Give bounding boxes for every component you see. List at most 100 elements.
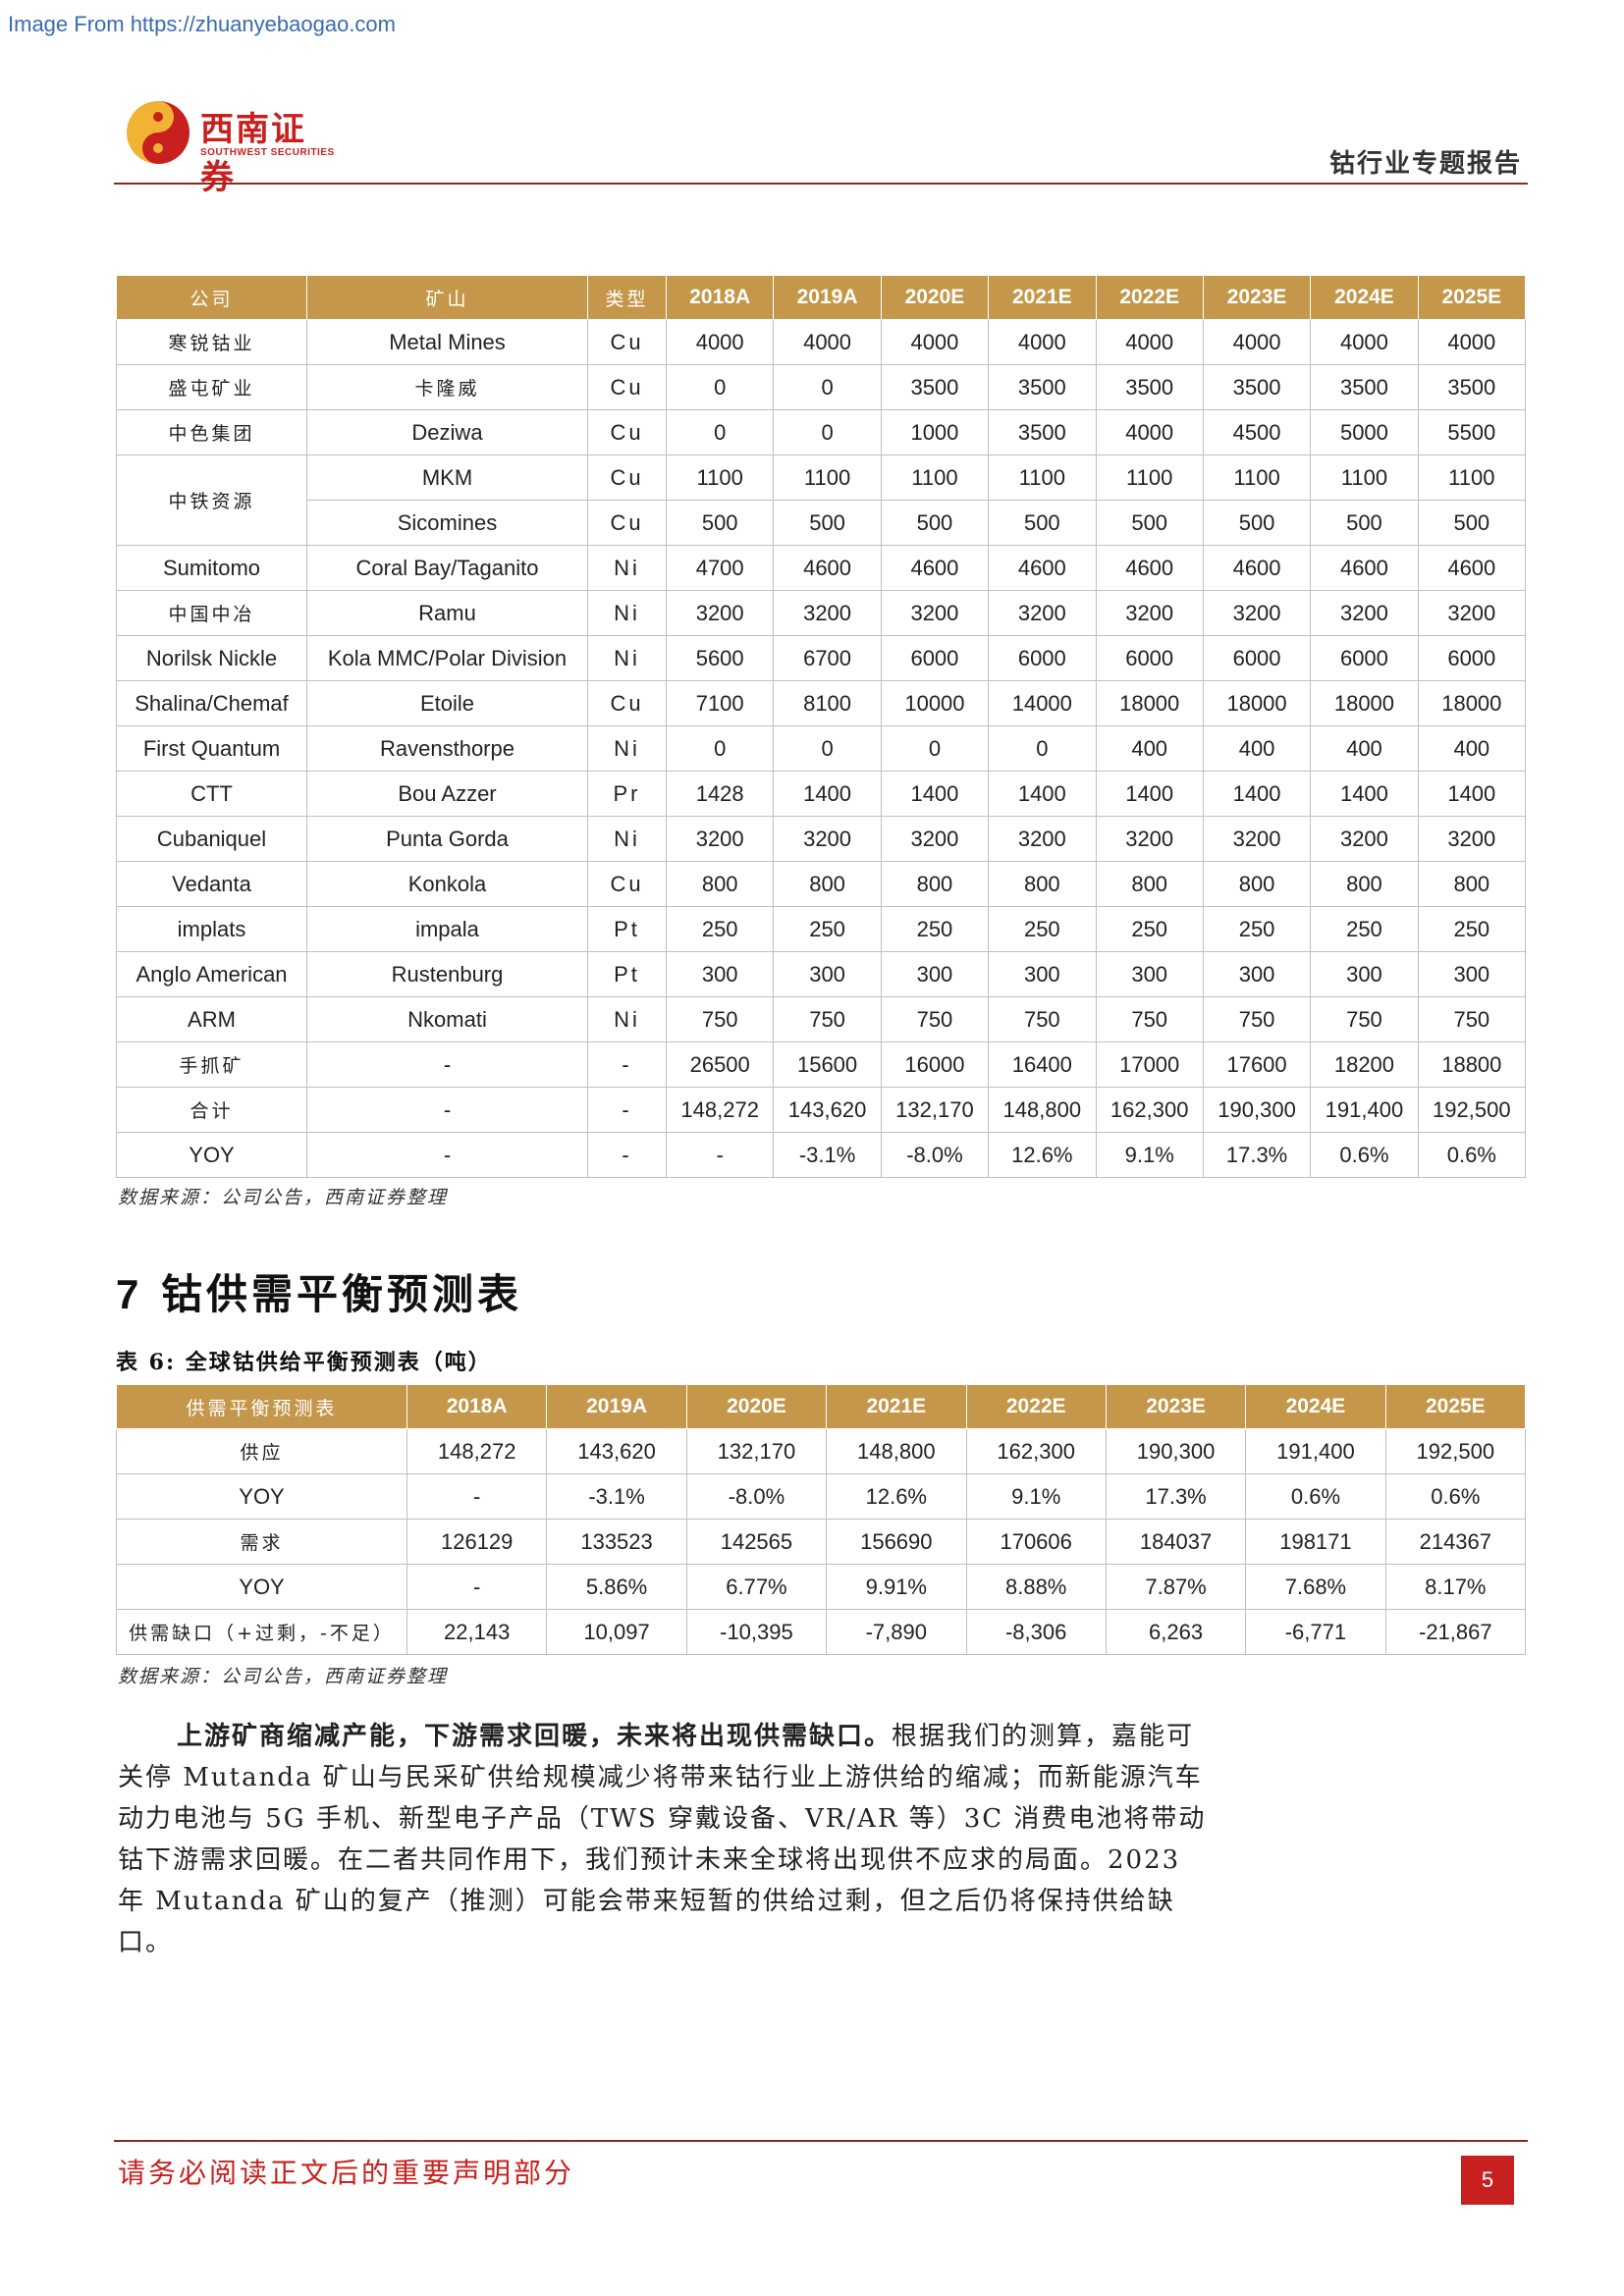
value-cell: 18000	[1310, 680, 1419, 726]
value-cell: 6000	[880, 635, 990, 681]
page-number: 5	[1461, 2156, 1514, 2205]
value-cell: 3500	[880, 364, 990, 410]
value-cell: 156690	[826, 1519, 967, 1565]
value-cell: 18000	[1417, 680, 1527, 726]
table-row: 中色集团 Deziwa Cu 0 0 1000 3500 4000 4500 5000 5500	[116, 409, 1527, 455]
value-cell: 4700	[665, 545, 775, 591]
value-cell: 0.6%	[1245, 1473, 1386, 1520]
table-row: YOY - -3.1% -8.0% 12.6% 9.1% 17.3% 0.6% 0.6%	[116, 1473, 1527, 1520]
value-cell: 3200	[773, 590, 882, 636]
mine-supply-table: 公司 矿山 类型 2018A 2019A 2020E 2021E 2022E 2023E 2024…	[116, 275, 1527, 1178]
mine-cell: Deziwa	[306, 409, 588, 455]
column-header: 2025E	[1384, 1384, 1527, 1429]
value-cell: -8.0%	[880, 1132, 990, 1178]
value-cell: 500	[773, 500, 882, 546]
value-cell: -8,306	[965, 1609, 1107, 1655]
value-cell: 750	[880, 996, 990, 1042]
column-header: 2023E	[1105, 1384, 1247, 1429]
value-cell: 750	[988, 996, 1097, 1042]
value-cell: 3200	[988, 590, 1097, 636]
value-cell: 3200	[880, 590, 990, 636]
company-cell: 盛屯矿业	[116, 364, 307, 410]
value-cell: 192,500	[1384, 1428, 1527, 1474]
column-header: 2022E	[965, 1384, 1107, 1429]
value-cell: 192,500	[1417, 1087, 1527, 1133]
balance-table-caption: 表 6: 全球钴供给平衡预测表（吨）	[116, 1345, 492, 1376]
column-header: 类型	[587, 275, 667, 320]
logo-english-name: SOUTHWEST SECURITIES	[200, 147, 335, 158]
value-cell: 143,620	[546, 1428, 687, 1474]
value-cell: 1400	[880, 771, 990, 817]
value-cell: 400	[1417, 725, 1527, 772]
value-cell: 300	[1417, 951, 1527, 997]
mine-cell: impala	[306, 906, 588, 952]
value-cell: 9.1%	[1095, 1132, 1204, 1178]
value-cell: 750	[1095, 996, 1204, 1042]
value-cell: 18000	[1202, 680, 1312, 726]
mine-cell: Sicomines	[306, 500, 588, 546]
type-cell: Cu	[587, 454, 667, 501]
value-cell: 126129	[406, 1519, 548, 1565]
value-cell: 3200	[1202, 590, 1312, 636]
value-cell: 5500	[1417, 409, 1527, 455]
value-cell: 0	[773, 409, 882, 455]
mine-cell: MKM	[306, 454, 588, 501]
table-header-row: 供需平衡预测表 2018A 2019A 2020E 2021E 2022E 2023E 202…	[116, 1384, 1527, 1429]
row-label-cell: 供应	[116, 1428, 407, 1474]
value-cell: 4600	[1202, 545, 1312, 591]
paragraph-body: 根据我们的测算，嘉能可关停 Mutanda 矿山与民采矿供给规模减少将带来钴行业…	[118, 1722, 1207, 1957]
value-cell: 400	[1310, 725, 1419, 772]
value-cell: 6000	[988, 635, 1097, 681]
value-cell: 3200	[1417, 816, 1527, 862]
company-cell: First Quantum	[116, 725, 307, 772]
value-cell: -8.0%	[685, 1473, 828, 1520]
company-cell: CTT	[116, 771, 307, 817]
value-cell: 148,272	[665, 1087, 775, 1133]
value-cell: 6,263	[1105, 1609, 1247, 1655]
value-cell: -21,867	[1384, 1609, 1527, 1655]
value-cell: 0	[880, 725, 990, 772]
value-cell: 800	[665, 861, 775, 907]
table-row: implats impala Pt 250 250 250 250 250 250 250 250	[116, 906, 1527, 952]
value-cell: 6000	[1310, 635, 1419, 681]
company-cell: 寒锐钴业	[116, 319, 307, 365]
value-cell: 7.87%	[1105, 1564, 1247, 1610]
value-cell: 7100	[665, 680, 775, 726]
value-cell: 500	[988, 500, 1097, 546]
table-row: 供应 148,272 143,620 132,170 148,800 162,300 190…	[116, 1428, 1527, 1474]
column-header: 2025E	[1417, 275, 1527, 320]
value-cell: 6.77%	[685, 1564, 828, 1610]
value-cell: 3500	[1202, 364, 1312, 410]
company-cell: implats	[116, 906, 307, 952]
value-cell: 0	[773, 364, 882, 410]
value-cell: -10,395	[685, 1609, 828, 1655]
value-cell: 8.88%	[965, 1564, 1107, 1610]
value-cell: -3.1%	[773, 1132, 882, 1178]
value-cell: 1400	[773, 771, 882, 817]
value-cell: 1000	[880, 409, 990, 455]
mine-cell: Metal Mines	[306, 319, 588, 365]
type-cell: -	[587, 1087, 667, 1133]
body-paragraph: 上游矿商缩减产能，下游需求回暖，未来将出现供需缺口。根据我们的测算，嘉能可关停 …	[118, 1716, 1218, 1963]
table-row: 盛屯矿业 卡隆威 Cu 0 0 3500 3500 3500 3500 3500 3500	[116, 364, 1527, 410]
value-cell: 7.68%	[1245, 1564, 1386, 1610]
value-cell: 800	[1095, 861, 1204, 907]
value-cell: 500	[1202, 500, 1312, 546]
value-cell: 750	[665, 996, 775, 1042]
type-cell: Ni	[587, 635, 667, 681]
type-cell: -	[587, 1041, 667, 1088]
value-cell: 0	[773, 725, 882, 772]
mine-cell: Kola MMC/Polar Division	[306, 635, 588, 681]
value-cell: 300	[665, 951, 775, 997]
value-cell: 3500	[1417, 364, 1527, 410]
value-cell: 500	[880, 500, 990, 546]
value-cell: 0	[665, 409, 775, 455]
column-header: 2018A	[406, 1384, 548, 1429]
mine-cell: 卡隆威	[306, 364, 588, 410]
column-header: 2021E	[988, 275, 1097, 320]
value-cell: 3200	[1095, 590, 1204, 636]
type-cell: Ni	[587, 816, 667, 862]
mine-table-source: 数据来源：公司公告，西南证券整理	[118, 1187, 449, 1208]
column-header: 2018A	[665, 275, 775, 320]
value-cell: 500	[1310, 500, 1419, 546]
